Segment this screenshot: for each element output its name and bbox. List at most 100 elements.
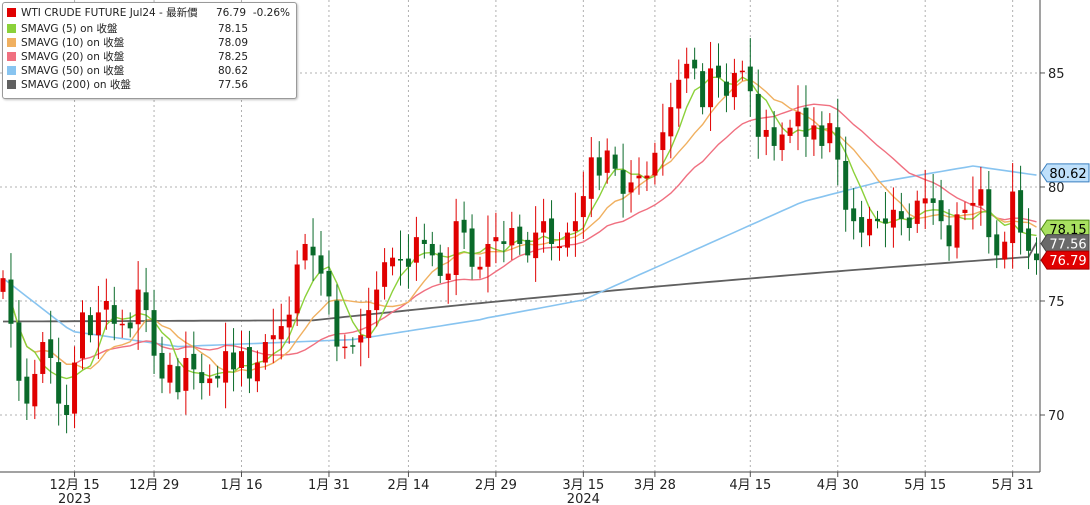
- candle-body: [8, 279, 14, 324]
- candle: [620, 143, 626, 218]
- candle-body: [72, 362, 78, 414]
- y-tick-label: 80: [1048, 181, 1065, 196]
- candle: [867, 206, 873, 247]
- candle: [557, 232, 562, 261]
- candle-body: [739, 70, 745, 73]
- candle-body: [390, 257, 396, 267]
- candle: [890, 187, 896, 248]
- candle-body: [676, 79, 682, 109]
- candle-body: [763, 129, 769, 137]
- candle: [755, 69, 761, 159]
- candle-body: [898, 211, 904, 219]
- candle-body: [294, 264, 300, 314]
- candle-body: [541, 221, 547, 233]
- candle: [493, 212, 499, 264]
- candle: [87, 307, 93, 343]
- candle-body: [262, 342, 268, 363]
- candle: [239, 330, 244, 387]
- candle-body: [87, 315, 93, 336]
- candle-body: [501, 241, 507, 244]
- candle: [278, 303, 284, 360]
- candle: [938, 179, 944, 240]
- candle: [564, 222, 570, 257]
- candle-body: [64, 404, 70, 415]
- candle-body: [358, 335, 364, 343]
- candle: [739, 60, 745, 81]
- y-tick-label: 85: [1048, 67, 1065, 82]
- candle: [986, 171, 992, 254]
- tag-last-price: 76.79: [1040, 250, 1090, 270]
- candle-body: [453, 221, 459, 275]
- candle-body: [80, 312, 85, 359]
- candle-body: [326, 270, 332, 297]
- tag-last-price-text: 76.79: [1049, 254, 1086, 269]
- candle: [231, 328, 237, 392]
- x-tick-label: 4月 30: [817, 478, 859, 493]
- legend-row-sma10: SMAVG (10) on 收盤 78.09: [7, 36, 292, 50]
- legend-swatch-sma50: [7, 66, 16, 75]
- candle: [501, 220, 507, 263]
- candle: [64, 384, 70, 434]
- candle: [811, 107, 817, 156]
- candle-body: [517, 226, 523, 244]
- candle-body: [819, 125, 825, 146]
- candle: [350, 337, 356, 354]
- candle-body: [278, 326, 284, 340]
- candle-body: [167, 364, 173, 383]
- candle: [827, 113, 833, 153]
- candle-body: [239, 351, 244, 369]
- candle: [111, 286, 117, 341]
- candle-body: [557, 246, 562, 249]
- tag-sma200: 77.56: [1040, 234, 1090, 254]
- legend-value-sma5: 78.15: [217, 23, 248, 35]
- candle-body: [119, 323, 125, 326]
- candle: [930, 173, 936, 225]
- candle: [207, 364, 213, 396]
- legend-value-sma10: 78.09: [217, 37, 248, 49]
- candle-body: [405, 258, 411, 267]
- candle-body: [56, 362, 62, 404]
- candle-body: [366, 310, 372, 338]
- candle-body: [223, 351, 229, 383]
- candle-body: [183, 357, 189, 391]
- chart-legend: WTI CRUDE FUTURE Jul24 - 最新價 76.79 -0.26…: [2, 2, 297, 99]
- candle: [779, 122, 785, 161]
- candle: [429, 231, 435, 267]
- candle: [517, 214, 523, 255]
- candle-body: [334, 300, 340, 347]
- candle-body: [787, 127, 793, 136]
- x-tick-label: 12月 15: [49, 478, 99, 493]
- candle: [310, 218, 316, 282]
- x-tick-label: 1月 16: [221, 478, 263, 493]
- sma50-line: [2, 165, 1037, 348]
- candle: [572, 192, 578, 257]
- candle-body: [580, 196, 586, 218]
- candle: [946, 209, 952, 261]
- candle-body: [135, 289, 141, 325]
- candle-body: [636, 175, 642, 179]
- candle: [509, 211, 515, 260]
- candle: [1002, 231, 1008, 269]
- candle: [668, 82, 674, 159]
- candle-body: [795, 111, 801, 127]
- candle: [95, 285, 101, 359]
- candle-body: [270, 335, 276, 340]
- legend-row-sma5: SMAVG (5) on 收盤 78.15: [7, 22, 292, 36]
- candle-body: [421, 239, 427, 244]
- candle: [994, 220, 1000, 269]
- candle-body: [477, 266, 483, 270]
- x-tick-label: 2月 29: [475, 478, 517, 493]
- sma5-line: [10, 76, 1037, 380]
- legend-change-price: -0.26%: [252, 7, 290, 19]
- tag-last-price-box: [1040, 250, 1090, 270]
- candle-body: [207, 378, 213, 384]
- candle-body: [572, 221, 578, 232]
- candle-body: [962, 209, 968, 213]
- candle: [270, 308, 276, 364]
- legend-value-sma20: 78.25: [217, 51, 248, 63]
- legend-swatch-sma10: [7, 38, 16, 47]
- candle: [906, 203, 912, 241]
- candle-body: [1002, 241, 1008, 260]
- candle-body: [151, 310, 157, 356]
